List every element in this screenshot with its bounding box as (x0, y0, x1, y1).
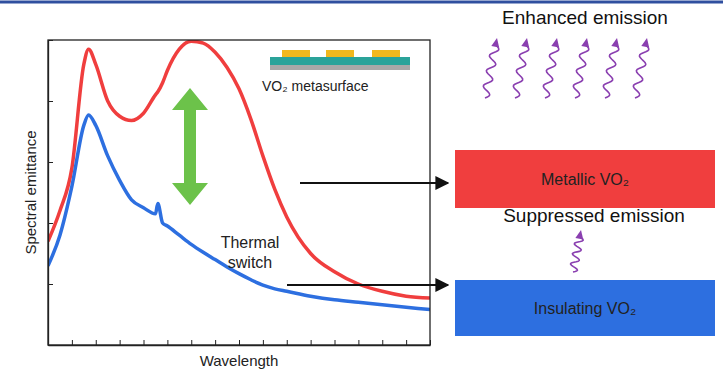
emission-arrow (571, 230, 584, 272)
emission-arrow (603, 38, 619, 98)
emission-wave (543, 45, 558, 98)
emission-wave (633, 45, 648, 98)
emission-wave (573, 45, 588, 98)
top-rule (0, 1, 723, 4)
emission-head (491, 38, 499, 48)
emission-wave (483, 45, 498, 98)
x-tick (382, 340, 383, 345)
emission-arrow (483, 38, 499, 98)
x-axis-title: Wavelength (200, 352, 279, 369)
gold-antenna (326, 50, 354, 57)
plot-frame (48, 40, 430, 345)
y-tick-mark (48, 345, 53, 346)
enhanced-label: Enhanced emission (502, 7, 668, 28)
x-tick (239, 340, 240, 345)
pointer-arrow (287, 284, 448, 286)
insulating-box (455, 280, 715, 336)
x-tick (215, 340, 216, 345)
x-tick-mark (239, 340, 240, 345)
x-tick-mark (430, 340, 431, 345)
x-tick (263, 340, 264, 345)
x-tick (120, 340, 121, 345)
y-tick-mark (48, 40, 53, 41)
y-tick-mark (48, 284, 53, 285)
x-tick-mark (191, 340, 192, 345)
x-tick-mark (96, 340, 97, 345)
metallic-box (455, 150, 715, 208)
switch-label: Thermalswitch (221, 234, 280, 271)
emission-wave (571, 237, 584, 272)
y-tick-mark (48, 223, 53, 224)
x-tick (144, 340, 145, 345)
x-tick-mark (287, 340, 288, 345)
x-tick (72, 340, 73, 345)
emission-head (641, 38, 649, 48)
y-axis-line (48, 41, 49, 346)
pointer-arrow (300, 182, 448, 184)
x-tick-mark (382, 340, 383, 345)
vo2-layer (270, 57, 410, 65)
switch-arrow (172, 88, 208, 205)
emission-head (581, 38, 589, 48)
y-tick (48, 345, 53, 346)
y-tick (48, 101, 53, 102)
x-tick-mark (335, 340, 336, 345)
figure: Wavelength Spectral emittance VO₂ metasurf… (0, 0, 723, 375)
emission-arrow (633, 38, 649, 98)
x-tick-mark (144, 340, 145, 345)
x-tick (311, 340, 312, 345)
x-tick-mark (167, 340, 168, 345)
x-tick-mark (358, 340, 359, 345)
y-axis (48, 41, 53, 346)
y-tick (48, 40, 53, 41)
y-axis-title: Spectral emittance (22, 130, 39, 254)
x-axis-line (49, 345, 431, 346)
emission-head (521, 38, 529, 48)
emission-head (575, 230, 583, 240)
emission-head (611, 38, 619, 48)
x-tick-mark (406, 340, 407, 345)
x-tick-mark (263, 340, 264, 345)
emission-arrow (573, 38, 589, 98)
metasurface-icon (270, 50, 410, 70)
emittance-curve (48, 41, 430, 298)
x-tick (167, 340, 168, 345)
emission-arrow (543, 38, 559, 98)
x-tick (96, 340, 97, 345)
gold-antenna (282, 50, 310, 57)
gold-antenna (372, 50, 400, 57)
substrate (270, 65, 410, 70)
x-tick-mark (72, 340, 73, 345)
y-tick (48, 223, 53, 224)
metallic-label: Metallic VO₂ (541, 171, 629, 188)
emission-head (551, 38, 559, 48)
x-tick-mark (311, 340, 312, 345)
x-tick (287, 340, 288, 345)
x-tick (430, 340, 431, 345)
y-tick-mark (48, 162, 53, 163)
emission-arrow (513, 38, 529, 98)
x-tick (406, 340, 407, 345)
inset-label: VO₂ metasurface (262, 78, 369, 94)
emission-wave (603, 45, 618, 98)
x-tick (358, 340, 359, 345)
insulating-label: Insulating VO₂ (534, 300, 636, 317)
y-tick (48, 284, 53, 285)
x-tick (191, 340, 192, 345)
suppressed-label: Suppressed emission (503, 205, 685, 226)
plot-area (48, 41, 430, 309)
y-tick-mark (48, 101, 53, 102)
emission-wave (513, 45, 528, 98)
y-tick (48, 162, 53, 163)
x-tick-mark (120, 340, 121, 345)
x-tick-mark (215, 340, 216, 345)
x-tick (335, 340, 336, 345)
emittance-curve (48, 115, 430, 310)
x-axis (49, 340, 431, 346)
